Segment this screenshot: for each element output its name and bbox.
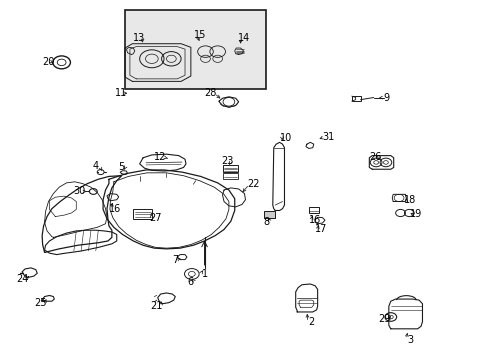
Text: 16: 16 [109, 204, 121, 215]
Text: 2: 2 [308, 318, 314, 327]
Text: 6: 6 [187, 277, 194, 287]
Text: 4: 4 [93, 161, 99, 171]
Bar [351, 96, 360, 101]
Text: 11: 11 [115, 88, 127, 98]
Text: 16: 16 [308, 215, 321, 225]
Text: 30: 30 [73, 186, 85, 197]
Bar [133, 209, 152, 219]
Bar [264, 211, 274, 218]
Text: 23: 23 [221, 156, 233, 166]
Text: 29: 29 [378, 314, 390, 324]
Text: 20: 20 [41, 57, 54, 67]
Text: 14: 14 [238, 33, 250, 43]
Text: 17: 17 [315, 224, 327, 234]
Text: 27: 27 [149, 213, 162, 222]
Bar [125, 10, 266, 89]
Text: 22: 22 [246, 179, 259, 189]
Text: 19: 19 [409, 209, 422, 219]
Bar [222, 165, 238, 172]
Text: 28: 28 [204, 88, 216, 98]
Text: 8: 8 [263, 217, 269, 227]
Bar [222, 173, 238, 179]
Text: 18: 18 [404, 195, 416, 205]
Text: 1: 1 [201, 269, 207, 279]
Text: 12: 12 [154, 152, 166, 162]
Text: 7: 7 [172, 255, 178, 265]
Text: 9: 9 [383, 93, 389, 103]
Text: 26: 26 [368, 152, 381, 162]
Text: 13: 13 [132, 33, 144, 43]
Text: 21: 21 [150, 301, 163, 311]
Text: 25: 25 [34, 298, 47, 308]
Text: 24: 24 [17, 274, 29, 284]
Bar [308, 207, 318, 213]
Text: 5: 5 [118, 162, 124, 172]
Text: 31: 31 [322, 132, 334, 142]
Text: 10: 10 [279, 133, 291, 143]
Text: 15: 15 [194, 30, 206, 40]
Text: 3: 3 [407, 334, 412, 345]
